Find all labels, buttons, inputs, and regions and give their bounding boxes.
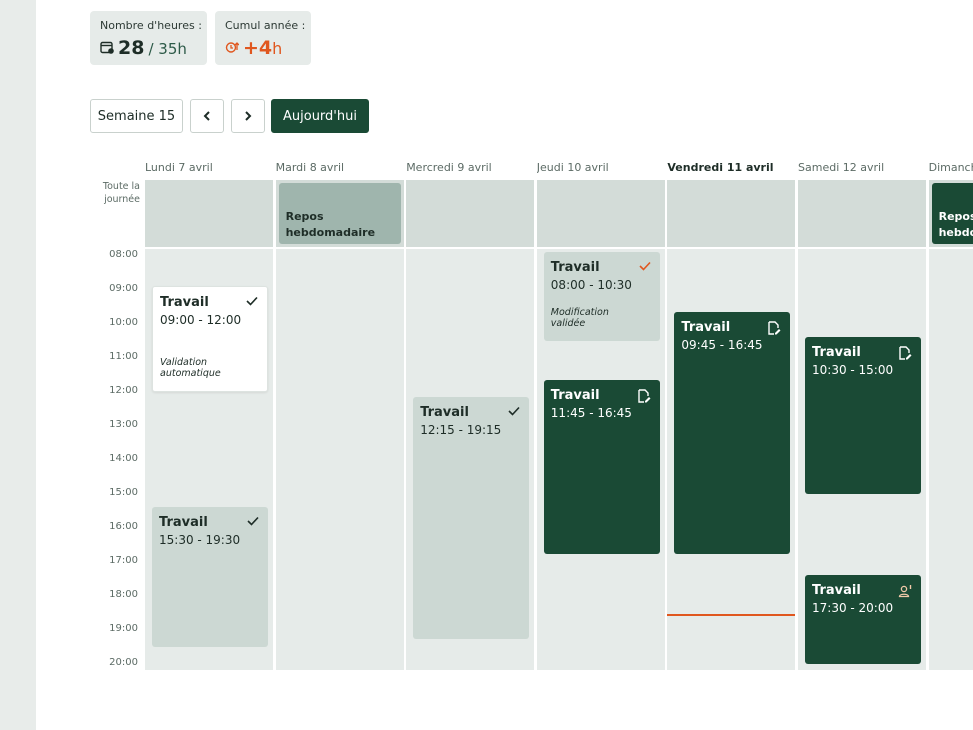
calendar-icon <box>100 41 114 54</box>
day-header: Mardi 8 avril <box>275 161 345 174</box>
hour-label: 08:00 <box>109 249 138 260</box>
day-column <box>928 249 973 670</box>
all-day-cell <box>536 180 665 247</box>
hours-target: / 35h <box>148 40 187 58</box>
day-header: Jeudi 10 avril <box>536 161 609 174</box>
event-title: Travail <box>550 260 600 275</box>
event-title: Travail <box>812 583 861 598</box>
icon <box>639 261 651 271</box>
all-day-event: Repos hebdomadaire <box>931 183 973 244</box>
cumul-unit: h <box>272 39 283 58</box>
hour-label: 15:00 <box>109 487 138 498</box>
event-title: Travail <box>550 387 600 403</box>
event-title: Travail <box>420 404 469 420</box>
event[interactable]: Travail 09:45 - 16:45 <box>674 311 791 554</box>
cumul-card: Cumul année : +4 h <box>215 11 311 65</box>
hours-card: Nombre d'heures : 28 / 35h <box>90 11 207 65</box>
hours-label: Nombre d'heures : <box>100 19 202 32</box>
all-day-cell <box>798 180 926 247</box>
sidebar <box>0 0 36 730</box>
event-note: Validation automatique <box>160 357 221 379</box>
cumul-label: Cumul année : <box>225 19 306 32</box>
day-header: Mercredi 9 avril <box>406 161 492 174</box>
previous-week-button[interactable] <box>190 99 224 133</box>
event-title: Travail <box>160 295 209 310</box>
event-note: Modification validée <box>550 307 609 329</box>
hour-label: 09:00 <box>109 283 138 294</box>
all-day-label: Toute la journée <box>102 181 140 205</box>
day-column <box>275 249 404 670</box>
event-time: 08:00 - 10:30 <box>550 278 632 292</box>
event[interactable]: Travail 15:30 - 19:30 <box>152 507 268 647</box>
event-time: 11:45 - 16:45 <box>550 405 632 420</box>
hour-label: 14:00 <box>109 453 138 464</box>
event-title: Travail <box>812 345 861 360</box>
event-time: 12:15 - 19:15 <box>420 422 502 437</box>
all-day-cell <box>667 180 796 247</box>
event[interactable]: Travail 12:15 - 19:15 <box>413 396 530 639</box>
icon <box>246 296 258 306</box>
chevron-right <box>245 111 252 121</box>
event-time: 09:00 - 12:00 <box>160 313 242 327</box>
icon <box>899 346 912 360</box>
hour-label: 17:00 <box>109 555 138 566</box>
event[interactable]: Travail 11:45 - 16:45 <box>543 379 660 554</box>
hour-label: 11:00 <box>109 351 138 362</box>
event-title: Travail <box>681 319 731 335</box>
event-time: 17:30 - 20:00 <box>812 601 894 615</box>
icon <box>898 585 912 598</box>
hours-value: 28 <box>118 37 145 59</box>
event[interactable]: Travail 08:00 - 10:30 Modification validée <box>543 252 660 341</box>
hour-label: 19:00 <box>109 623 138 634</box>
event-time: 10:30 - 15:00 <box>812 363 894 377</box>
hour-label: 20:00 <box>109 657 138 668</box>
week-button[interactable]: Semaine 15 <box>90 99 183 133</box>
hour-label: 16:00 <box>109 521 138 532</box>
event[interactable]: Travail 17:30 - 20:00 <box>805 575 921 664</box>
day-header: Vendredi 11 avril <box>667 161 774 174</box>
event-time: 15:30 - 19:30 <box>159 533 241 547</box>
next-week-button[interactable] <box>231 99 265 133</box>
day-header: Lundi 7 avril <box>145 161 213 174</box>
hour-label: 12:00 <box>109 385 138 396</box>
hour-label: 18:00 <box>109 589 138 600</box>
icon <box>638 388 651 403</box>
cumul-value: +4 <box>243 37 273 59</box>
day-header: Samedi 12 avril <box>798 161 885 174</box>
cumul-value-row: +4 h <box>225 37 282 59</box>
all-day-event: Repos hebdomadaire <box>278 183 401 244</box>
icon <box>247 516 259 526</box>
hours-value-row: 28 / 35h <box>100 37 187 59</box>
event-time: 09:45 - 16:45 <box>681 337 763 352</box>
event[interactable]: Travail 10:30 - 15:00 <box>805 337 921 494</box>
event[interactable]: Travail 09:00 - 12:00 Validation automatiq… <box>152 286 268 392</box>
icon <box>508 406 520 416</box>
clock-icon <box>225 42 239 53</box>
hour-label: 13:00 <box>109 419 138 430</box>
current-time-line <box>667 614 796 616</box>
day-header: Dimanche 13 avril <box>928 161 973 174</box>
all-day-cell <box>145 180 273 247</box>
event-title: Travail <box>159 515 208 530</box>
hour-label: 10:00 <box>109 317 138 328</box>
chevron-left <box>203 111 210 121</box>
icon <box>768 320 781 335</box>
today-button[interactable]: Aujourd'hui <box>271 99 369 133</box>
all-day-cell <box>406 180 535 247</box>
